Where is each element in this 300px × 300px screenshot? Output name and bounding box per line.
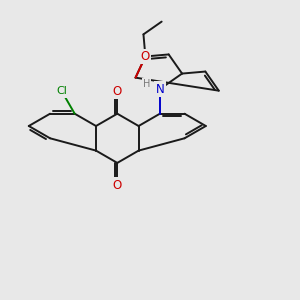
Text: O: O bbox=[141, 50, 150, 63]
Text: H: H bbox=[143, 79, 150, 89]
Text: O: O bbox=[113, 178, 122, 191]
Text: O: O bbox=[113, 85, 122, 98]
Text: N: N bbox=[155, 82, 164, 96]
Text: Cl: Cl bbox=[56, 86, 67, 96]
